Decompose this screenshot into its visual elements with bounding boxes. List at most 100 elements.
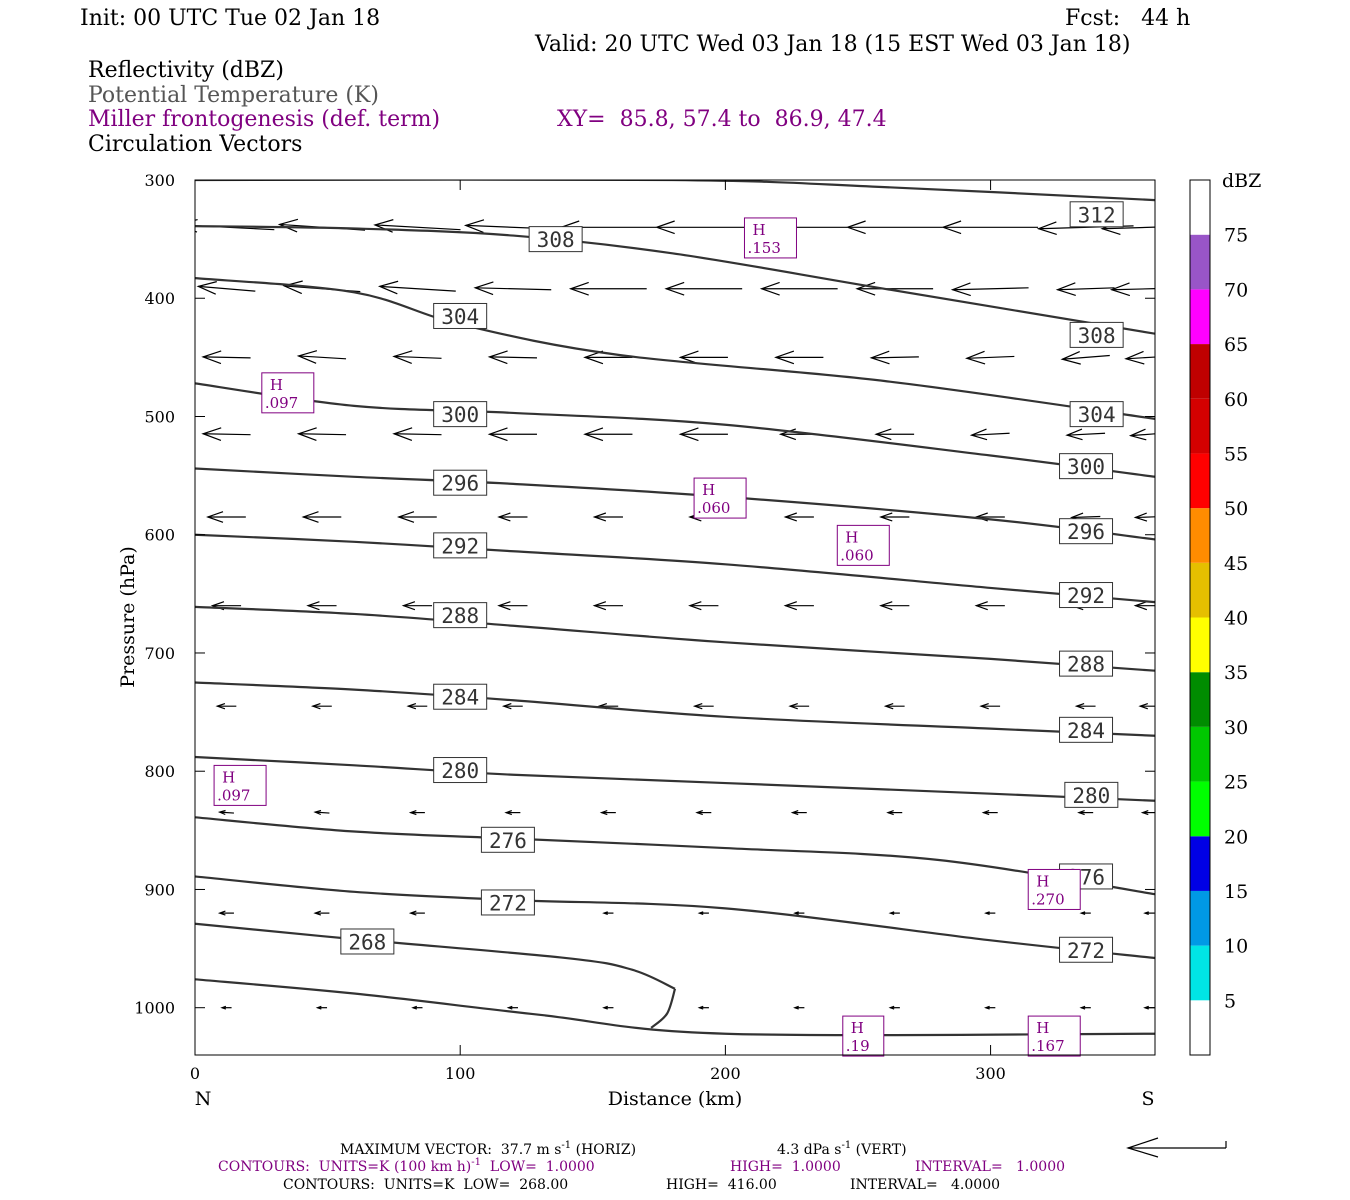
footer-fronto-sup: -1 [471,1157,481,1168]
footer-sup2: -1 [841,1140,851,1151]
circulation-vector [981,810,998,816]
colorbar-swatch [1190,289,1210,345]
frontogenesis-max-marker: H.167 [1027,1015,1081,1057]
theta-contour-line [195,755,1155,802]
circulation-vector [583,350,633,365]
svg-text:288: 288 [441,604,479,628]
circulation-vector [1128,428,1155,441]
circulation-vector [313,910,330,916]
circulation-vector [377,280,456,295]
circulation-vector [883,702,905,710]
circulation-vector [1079,911,1091,916]
circulation-vector [888,911,900,916]
circulation-vector [788,702,810,710]
circulation-vector [759,281,838,296]
circulation-vector [201,427,251,441]
circulation-vector [888,1005,900,1010]
theta-contour-line [195,180,1155,202]
svg-text:280: 280 [441,759,479,783]
north-end-label: N [195,1088,212,1110]
frontogenesis-max-marker: H.097 [261,372,315,414]
circulation-vector [697,1005,709,1010]
colorbar-label: 65 [1224,334,1248,356]
svg-text:H: H [222,768,235,786]
svg-text:.270: .270 [1031,890,1064,908]
svg-text:.097: .097 [217,786,250,804]
circulation-vector [501,702,523,710]
circulation-vector [1133,512,1155,522]
circulation-vector [941,220,1039,235]
theta-contour-label: 292 [1059,582,1114,609]
footer-max-vector-vert: 4.3 dPa s [777,1142,841,1158]
circulation-vector [408,810,425,816]
colorbar-swatch [1190,726,1210,782]
svg-text:.060: .060 [840,546,873,564]
colorbar-swatch [1190,836,1210,891]
circulation-vector [793,911,805,916]
circulation-vector [783,512,814,522]
theta-contour-line [195,875,1155,960]
y-tick-label: 700 [144,644,175,663]
circulation-vector [1074,702,1096,710]
y-tick-label: 300 [144,171,175,190]
circulation-vector [602,1005,614,1010]
circulation-vector [678,350,728,365]
x-tick-label: 200 [710,1064,741,1083]
svg-text:272: 272 [1067,939,1105,963]
theta-contour-label: 288 [1059,650,1114,677]
circulation-vector [487,350,537,365]
circulation-vector [217,910,234,916]
colorbar-label: 60 [1224,389,1248,411]
circulation-vector [697,911,709,916]
circulation-vector [568,281,647,296]
theta-contour-line [195,382,1155,478]
circulation-vector [1060,351,1110,365]
axes: 300 400 500 600 700 800 900 1000 0 100 200 300 [134,171,1155,1083]
svg-text:284: 284 [441,686,479,710]
footer-fronto-interval: INTERVAL= 1.0000 [915,1159,1065,1175]
svg-text:.060: .060 [697,499,730,517]
circulation-vector [678,427,728,442]
y-tick-label: 400 [144,289,175,308]
colorbar-swatch [1190,180,1210,235]
circulation-vector [220,1005,232,1010]
footer-max-vector-horiz: MAXIMUM VECTOR: 37.7 m s [340,1142,561,1158]
theta-contour-label: 308 [528,226,583,253]
circulation-vector [984,911,996,916]
svg-text:.097: .097 [265,394,298,412]
circulation-vector [201,350,251,365]
colorbar-swatch [1190,508,1210,563]
footer-horiz-tag: (HORIZ) [571,1142,636,1158]
circulation-vector [1140,810,1155,816]
svg-text:276: 276 [489,829,527,853]
circulation-vector [979,702,1001,710]
colorbar-label: 30 [1224,717,1248,739]
theta-contour-label: 268 [340,928,395,955]
frontogenesis-max-marker: H.060 [693,477,747,519]
footer-theta-contours: CONTOURS: UNITS=K LOW= 268.00 [283,1177,568,1193]
theta-contour-line [195,922,676,990]
colorbar-label: 50 [1224,498,1248,520]
reference-vector [1126,1137,1227,1158]
theta-contour-label: 300 [1059,453,1114,480]
circulation-vector [695,810,712,816]
theta-contour-label: 276 [480,826,535,853]
theta-contour-line [195,225,1155,335]
colorbar-label: 35 [1224,662,1248,684]
circulation-vector [583,427,633,442]
y-tick-label: 600 [144,526,175,545]
theta-contour-label: 292 [433,532,488,559]
circulation-vector [315,1005,328,1010]
colorbar-swatch [1190,562,1210,618]
frontogenesis-max-marker: H.153 [743,217,797,259]
circulation-vector [1124,350,1155,365]
field-frontogenesis: Miller frontogenesis (def. term) [88,107,440,132]
svg-text:292: 292 [441,534,479,558]
svg-text:H: H [270,376,283,394]
circulation-vector [217,809,234,816]
footer-max-vector: MAXIMUM VECTOR: 37.7 m s-1 (HORIZ) [340,1140,636,1158]
svg-text:280: 280 [1072,784,1110,808]
svg-text:304: 304 [1078,403,1116,427]
circulation-vector [1065,428,1106,441]
